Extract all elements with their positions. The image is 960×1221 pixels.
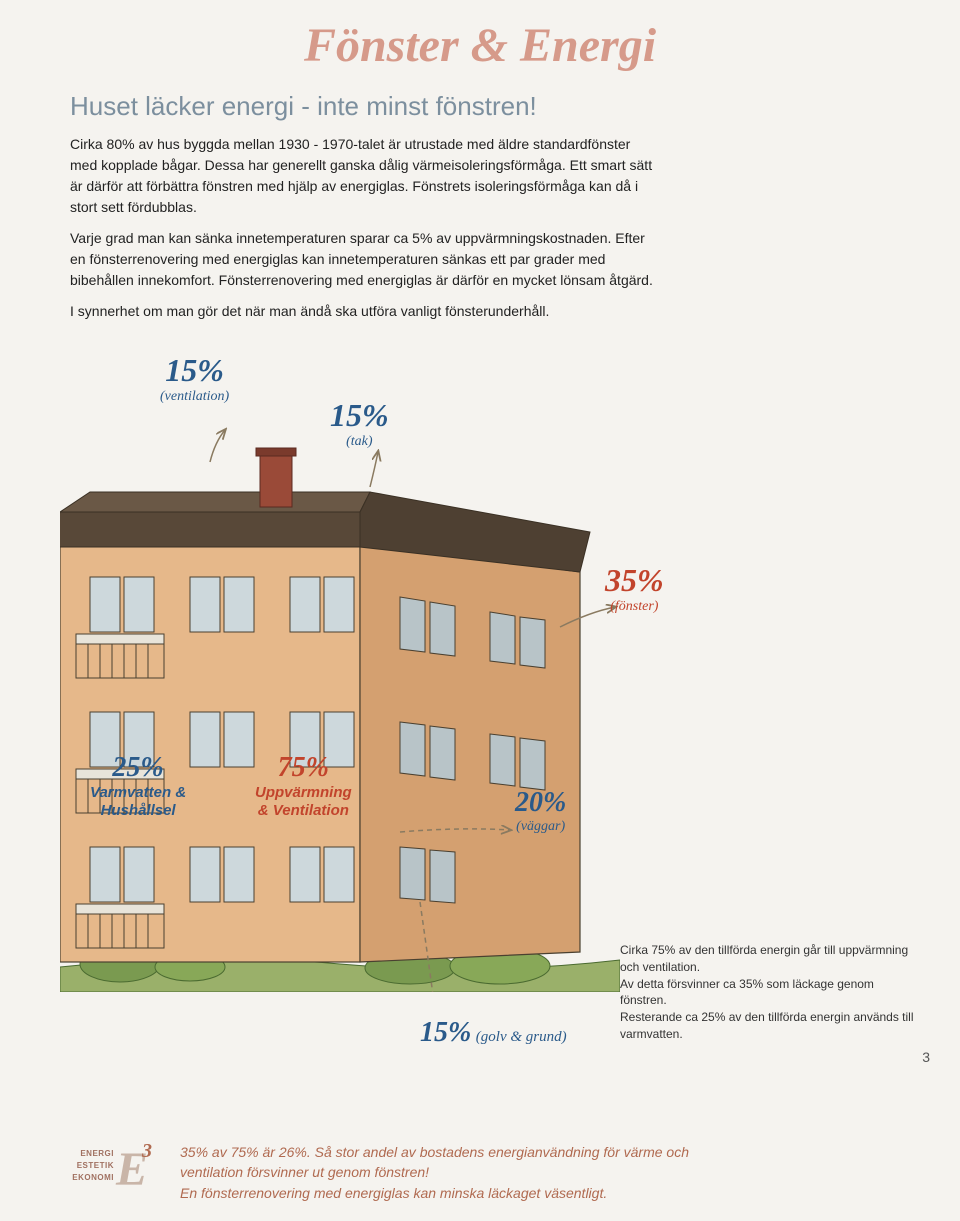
footer-block: ENERGI ESTETIK EKONOMI E 3 35% av 75% är… xyxy=(70,1142,700,1203)
label-vaggar: 20% (väggar) xyxy=(515,787,566,835)
paragraph-2: Varje grad man kan sänka innetemperature… xyxy=(0,228,960,301)
label-golv: 15% (golv & grund) xyxy=(420,1017,567,1049)
paragraph-1: Cirka 80% av hus byggda mellan 1930 - 19… xyxy=(0,134,960,228)
footer-text: 35% av 75% är 26%. Så stor andel av bost… xyxy=(180,1142,700,1203)
label-fonster: 35% (fönster) xyxy=(605,562,664,615)
energy-note-box: Cirka 75% av den tillförda energin går t… xyxy=(620,942,920,1043)
page-title: Fönster & Energi xyxy=(0,0,960,73)
infographic-region: 15% (ventilation) 15% (tak) 35% (fönster… xyxy=(0,352,960,1072)
building-illustration xyxy=(60,412,620,992)
label-ventilation: 15% (ventilation) xyxy=(160,352,229,405)
e3-logo: ENERGI ESTETIK EKONOMI E 3 xyxy=(70,1148,160,1198)
paragraph-3: I synnerhet om man gör det när man ändå … xyxy=(0,301,960,332)
label-varmvatten: 25% Varmvatten & Hushållsel xyxy=(90,752,186,820)
subtitle: Huset läcker energi - inte minst fönstre… xyxy=(0,73,960,134)
label-tak: 15% (tak) xyxy=(330,397,389,450)
label-uppvarmning: 75% Uppvärmning & Ventilation xyxy=(255,752,352,820)
page-number: 3 xyxy=(922,1049,930,1065)
